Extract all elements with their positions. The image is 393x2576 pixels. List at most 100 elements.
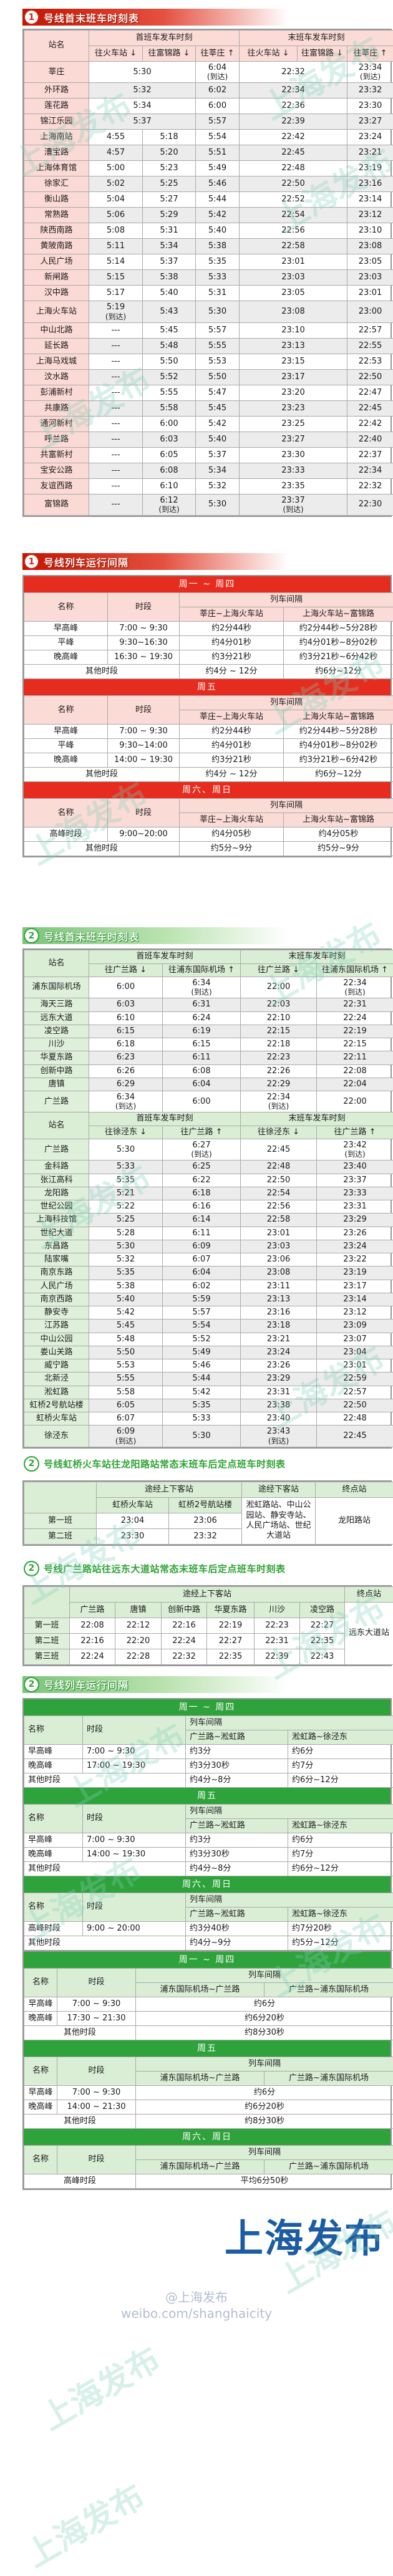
header-cell: 广兰路~淞虹路: [186, 1907, 288, 1921]
time-cell: 23:01: [347, 286, 393, 301]
time-cell: 5:25: [143, 176, 196, 192]
time-cell: 22:57: [317, 1386, 393, 1399]
header-cell: 末班车发车时刻: [240, 31, 393, 46]
station-cell: 莲花路: [24, 99, 89, 114]
station-cell: 江苏路: [24, 1319, 89, 1333]
time-cell: 23:35: [240, 478, 347, 494]
time-cell: 23:13: [241, 1293, 317, 1306]
header-cell: [24, 1586, 70, 1618]
time-cell: 晚高峰: [24, 2011, 57, 2025]
time-cell: 22:26: [241, 1064, 317, 1078]
station-cell: 海天三路: [24, 998, 89, 1011]
station-cell: 呼兰路: [24, 432, 89, 447]
header-cell: 时段: [108, 696, 180, 725]
time-cell: 约6分: [136, 1997, 393, 2011]
time-cell: 早高峰: [24, 1833, 83, 1847]
time-cell: 5:32: [89, 1253, 163, 1266]
time-cell: 早高峰: [24, 622, 108, 636]
time-cell: 5:55: [89, 1372, 163, 1386]
table-row: 其他时段约5分~9分约5分~9分: [24, 842, 393, 856]
time-cell: 晚高峰: [24, 1847, 83, 1861]
time-cell: ---: [89, 338, 143, 354]
time-cell: 22:40: [347, 432, 393, 447]
time-cell: 23:30: [97, 1528, 169, 1544]
time-cell: 5:57: [196, 322, 240, 338]
header-cell: 往徐泾东 ↓: [89, 1126, 163, 1139]
time-cell: 6:26: [89, 1064, 163, 1078]
header-cell: 时段: [83, 1715, 186, 1744]
header-cell: 往莘庄 ↑: [196, 46, 240, 62]
time-cell: 22:45: [317, 1425, 393, 1447]
time-cell: 9:30~14:00: [108, 739, 180, 753]
header-cell: 名称: [24, 1968, 57, 1997]
time-cell: 约3分30秒: [186, 1847, 288, 1861]
time-cell: 5:38: [196, 239, 240, 254]
section-title: 号线广兰路站往远东大道站常态末班车后定点班车时刻表: [44, 1562, 286, 1575]
time-cell: ---: [89, 447, 143, 463]
time-cell: ---: [89, 385, 143, 400]
line1-timetable-header: 1 号线首末班车时刻表: [22, 9, 392, 26]
time-cell: 6:05: [89, 1399, 163, 1412]
time-cell: 5:29: [143, 208, 196, 223]
time-cell: 23:14: [317, 1293, 393, 1306]
time-cell: 5:59: [163, 1293, 241, 1306]
time-cell: 23:20: [240, 385, 347, 400]
station-cell: 龙阳路: [24, 1187, 89, 1200]
time-cell: 6:34(到达): [89, 1091, 163, 1112]
time-cell: 5:45: [143, 322, 196, 338]
time-cell: 5:50: [196, 369, 240, 385]
station-cell: 人民广场: [24, 254, 89, 270]
time-cell: 6:04: [163, 1266, 241, 1280]
time-cell: 23:40: [317, 1160, 393, 1174]
header-cell: 往广兰路 ↑: [163, 1126, 241, 1139]
time-cell: 22:24: [70, 1649, 115, 1664]
time-cell: 22:19: [317, 1025, 393, 1038]
weibo-credit: @上海发布 weibo.com/shanghaicity: [0, 2289, 393, 2322]
header-cell: 往浦东国际机场 ↑: [317, 963, 393, 977]
header-cell: 途经下客站: [242, 1482, 316, 1497]
time-cell: 22:39: [255, 1649, 300, 1664]
header-row: 站名首班车发车时刻末班车发车时刻: [24, 950, 393, 963]
time-cell: 5:53: [89, 1359, 163, 1372]
time-cell: 23:31: [317, 1200, 393, 1213]
time-cell: 23:29: [241, 1372, 317, 1386]
weekday-bar: 周五: [24, 1788, 391, 1804]
station-cell: 静安寺: [24, 1306, 89, 1319]
time-cell: 平峰: [24, 739, 108, 753]
time-cell: 22:15: [317, 1038, 393, 1051]
header-row: 名称时段列车间隔: [24, 2145, 393, 2159]
time-cell: 23:01: [240, 254, 347, 270]
weekday-bar: 周一 ~ 周四: [24, 1699, 391, 1715]
time-cell: 5:50: [89, 1346, 163, 1359]
station-cell: 世纪大道: [24, 1227, 89, 1240]
time-cell: 6:03: [143, 432, 196, 447]
line2-hongqiao-header: 2 号线虹桥火车站往龙阳路站常态末班车后定点班车时刻表: [22, 1456, 392, 1472]
station-cell: 北新泾: [24, 1372, 89, 1386]
time-cell: 5:42: [89, 1306, 163, 1319]
header-cell: 华夏东路: [207, 1602, 255, 1618]
station-cell: 上海南站: [24, 130, 89, 145]
header-cell: 时段: [83, 1893, 186, 1921]
time-cell: 22:04: [317, 1078, 393, 1091]
time-cell: 23:01: [317, 1359, 393, 1372]
header-cell: 列车间隔: [180, 696, 393, 710]
time-cell: 约4分01秒: [180, 636, 284, 650]
time-cell: 23:26: [317, 1227, 393, 1240]
time-cell: 23:34(到达): [347, 62, 393, 83]
time-cell: 22:45: [240, 145, 347, 161]
time-cell: 23:03: [241, 1240, 317, 1253]
